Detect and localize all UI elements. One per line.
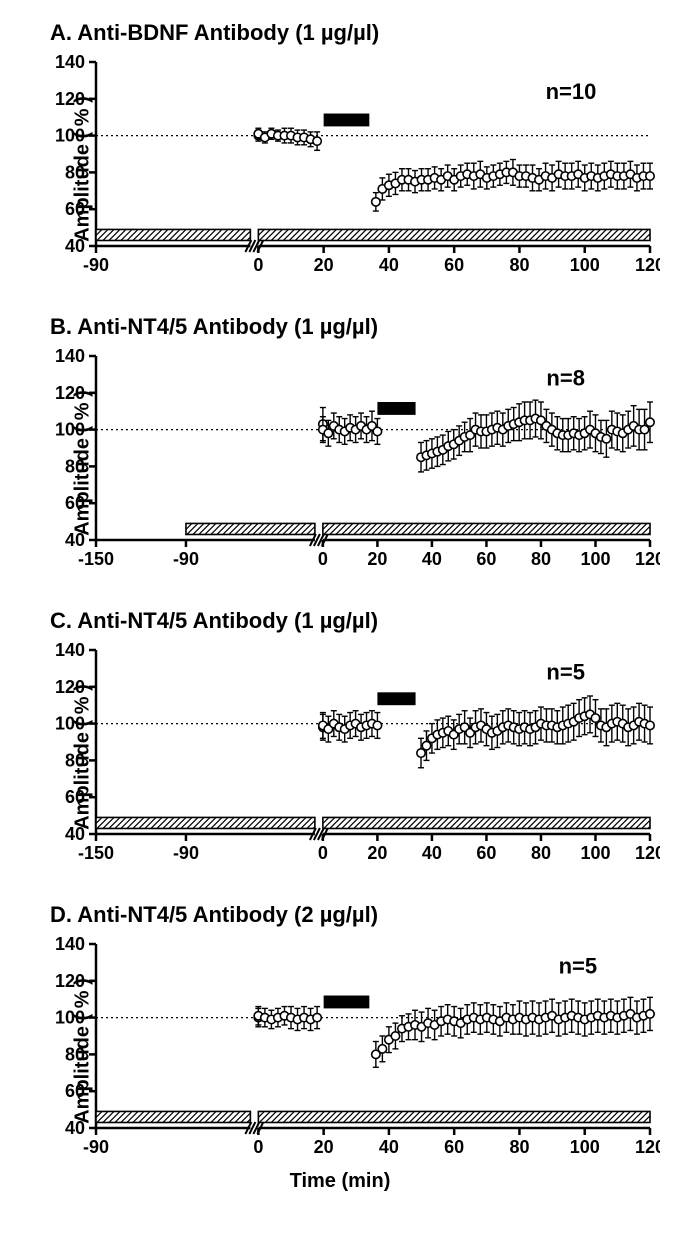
- svg-text:80: 80: [531, 843, 551, 863]
- svg-text:20: 20: [314, 1137, 334, 1157]
- svg-text:-150: -150: [78, 843, 114, 863]
- svg-text:100: 100: [570, 255, 600, 275]
- ylabel-A: Amplitude ( % ): [71, 96, 94, 242]
- panel-title-C: C. Anti-NT4/5 Antibody (1 µg/µl): [10, 608, 670, 634]
- panel-A: A. Anti-BDNF Antibody (1 µg/µl) Amplitud…: [10, 20, 670, 284]
- chart-B: Amplitude ( % ) 40 60 80 100 120 140 -150 -90 0 2…: [20, 348, 660, 578]
- svg-text:0: 0: [253, 1137, 263, 1157]
- svg-text:40: 40: [379, 255, 399, 275]
- chart-C: Amplitude ( % ) 40 60 80 100 120 140 -150 -90 0 2…: [20, 642, 660, 872]
- svg-text:n=8: n=8: [546, 365, 585, 390]
- figure: A. Anti-BDNF Antibody (1 µg/µl) Amplitud…: [10, 20, 670, 1193]
- svg-text:20: 20: [367, 843, 387, 863]
- ylabel-C: Amplitude ( % ): [71, 684, 94, 830]
- chart-A: Amplitude ( % ) 406080100120140-90020406…: [20, 54, 660, 284]
- xlabel: Time (min): [10, 1170, 670, 1193]
- svg-text:40: 40: [422, 843, 442, 863]
- svg-text:-90: -90: [173, 549, 199, 569]
- svg-text:n=5: n=5: [559, 953, 598, 978]
- ylabel-B: Amplitude ( % ): [71, 390, 94, 536]
- panel-B: B. Anti-NT4/5 Antibody (1 µg/µl) Amplitu…: [10, 314, 670, 578]
- panel-C: C. Anti-NT4/5 Antibody (1 µg/µl) Amplitu…: [10, 608, 670, 872]
- svg-text:40: 40: [379, 1137, 399, 1157]
- svg-text:140: 140: [55, 936, 85, 954]
- svg-text:80: 80: [531, 549, 551, 569]
- svg-text:0: 0: [318, 843, 328, 863]
- svg-text:20: 20: [314, 255, 334, 275]
- svg-text:n=10: n=10: [546, 79, 597, 104]
- svg-text:100: 100: [580, 549, 610, 569]
- svg-text:60: 60: [476, 549, 496, 569]
- panel-title-D: D. Anti-NT4/5 Antibody (2 µg/µl): [10, 902, 670, 928]
- svg-text:100: 100: [580, 843, 610, 863]
- ylabel-D: Amplitude ( % ): [71, 978, 94, 1124]
- panel-title-A: A. Anti-BDNF Antibody (1 µg/µl): [10, 20, 670, 46]
- svg-text:60: 60: [476, 843, 496, 863]
- svg-text:120: 120: [635, 1137, 660, 1157]
- panel-title-B: B. Anti-NT4/5 Antibody (1 µg/µl): [10, 314, 670, 340]
- svg-text:80: 80: [509, 1137, 529, 1157]
- chart-D: Amplitude ( % ) 406080100120140-90020406…: [20, 936, 660, 1166]
- svg-text:0: 0: [253, 255, 263, 275]
- svg-text:-90: -90: [83, 1137, 109, 1157]
- svg-text:140: 140: [55, 348, 85, 366]
- svg-text:-90: -90: [173, 843, 199, 863]
- svg-text:120: 120: [635, 255, 660, 275]
- svg-text:60: 60: [444, 1137, 464, 1157]
- svg-text:-150: -150: [78, 549, 114, 569]
- svg-text:20: 20: [367, 549, 387, 569]
- svg-text:100: 100: [570, 1137, 600, 1157]
- svg-text:120: 120: [635, 843, 660, 863]
- panel-D: D. Anti-NT4/5 Antibody (2 µg/µl) Amplitu…: [10, 902, 670, 1193]
- svg-text:80: 80: [509, 255, 529, 275]
- svg-text:140: 140: [55, 54, 85, 72]
- svg-text:40: 40: [422, 549, 442, 569]
- svg-text:n=5: n=5: [546, 659, 585, 684]
- svg-text:60: 60: [444, 255, 464, 275]
- svg-text:-90: -90: [83, 255, 109, 275]
- svg-text:0: 0: [318, 549, 328, 569]
- svg-text:120: 120: [635, 549, 660, 569]
- svg-text:140: 140: [55, 642, 85, 660]
